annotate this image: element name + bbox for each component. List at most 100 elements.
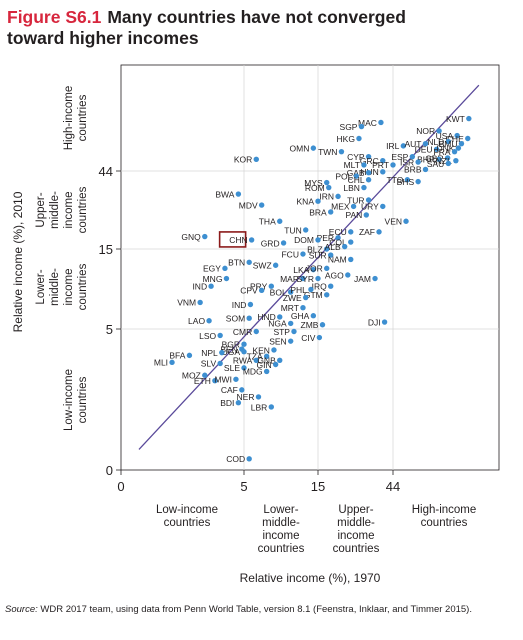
x-group-label: middle- — [262, 517, 300, 529]
x-group-label: Upper- — [338, 504, 373, 516]
point-label: ALB — [325, 242, 341, 252]
point-label: SWZ — [253, 261, 272, 271]
data-point — [465, 136, 470, 141]
point-label: URY — [361, 202, 379, 212]
data-point — [277, 358, 282, 363]
scatter-chart: 0 5 15 44051544Low-incomecountriesLower-mid… — [0, 0, 523, 600]
point-label: CMR — [233, 327, 252, 337]
data-point — [224, 276, 229, 281]
data-point — [273, 263, 278, 268]
source-lead: Source: — [5, 604, 38, 615]
x-group-label: countries — [421, 517, 468, 529]
data-point — [264, 369, 269, 374]
data-point — [380, 169, 385, 174]
data-point — [366, 177, 371, 182]
data-point — [311, 145, 316, 150]
point-label: BDI — [220, 398, 234, 408]
data-point — [345, 272, 350, 277]
point-label: SEN — [269, 336, 286, 346]
point-label: KNA — [297, 197, 315, 207]
data-point — [324, 180, 329, 185]
point-label: SAU — [427, 159, 444, 169]
y-group-label: income — [63, 268, 75, 305]
point-label: CAF — [221, 385, 238, 395]
point-label: GNQ — [181, 232, 201, 242]
data-point — [453, 158, 458, 163]
point-label: OMN — [290, 143, 310, 153]
y-group-label: Low-income — [63, 369, 75, 431]
point-label: LAO — [188, 316, 205, 326]
x-group-label: countries — [258, 543, 305, 555]
point-label: NPL — [201, 348, 218, 358]
point-label: ZAF — [359, 227, 375, 237]
data-point — [311, 313, 316, 318]
data-point — [300, 305, 305, 310]
point-label: BRB — [404, 165, 422, 175]
data-point — [335, 194, 340, 199]
point-label: BTN — [228, 258, 245, 268]
data-point — [246, 260, 251, 265]
data-point — [291, 329, 296, 334]
data-point — [241, 342, 246, 347]
point-label: MLI — [154, 358, 168, 368]
y-group-label: Lower- — [35, 269, 47, 304]
data-point — [320, 322, 325, 327]
data-point — [372, 276, 377, 281]
data-point — [348, 239, 353, 244]
point-label: PAN — [345, 210, 362, 220]
data-point — [403, 219, 408, 224]
data-point — [269, 404, 274, 409]
data-point — [271, 347, 276, 352]
x-axis-title: Relative income (%), 1970 — [240, 571, 381, 585]
data-point — [206, 318, 211, 323]
data-point — [339, 149, 344, 154]
point-label: THA — [259, 217, 276, 227]
point-label: NAM — [328, 255, 347, 265]
data-point — [259, 288, 264, 293]
data-point — [217, 361, 222, 366]
point-label: IRN — [319, 192, 334, 202]
point-label: HKG — [337, 134, 355, 144]
data-point — [187, 353, 192, 358]
data-point — [328, 209, 333, 214]
y-tick-label: 5 — [106, 322, 113, 337]
point-label: COD — [226, 454, 245, 464]
data-point — [217, 333, 222, 338]
point-label: VEN — [385, 217, 402, 227]
x-group-label: High-income — [412, 504, 477, 516]
y-group-label: Upper- — [35, 192, 47, 227]
x-tick-label: 0 — [117, 479, 124, 494]
point-label: LBN — [343, 183, 360, 193]
point-label: NOR — [416, 126, 435, 136]
data-point — [415, 179, 420, 184]
x-tick-label: 5 — [240, 479, 247, 494]
data-point — [446, 161, 451, 166]
source-text: WDR 2017 team, using data from Penn Worl… — [40, 604, 472, 615]
data-point — [348, 257, 353, 262]
y-group-label: middle- — [49, 191, 61, 229]
point-label: BRA — [309, 207, 327, 217]
data-point — [328, 283, 333, 288]
y-group-label: High-income — [63, 86, 75, 151]
point-label: BHS — [397, 177, 415, 187]
data-point — [317, 335, 322, 340]
x-group-label: income — [262, 530, 299, 542]
data-point — [300, 251, 305, 256]
data-point — [236, 191, 241, 196]
data-point — [208, 283, 213, 288]
data-point — [288, 321, 293, 326]
point-label: BWA — [215, 189, 234, 199]
data-point — [219, 350, 224, 355]
y-tick-label: 15 — [99, 242, 113, 257]
point-label: EGY — [203, 264, 221, 274]
x-group-label: Low-income — [156, 504, 218, 516]
y-group-label: countries — [77, 263, 89, 310]
point-label: MWI — [214, 375, 231, 385]
data-point — [202, 234, 207, 239]
point-label: AGO — [325, 270, 344, 280]
data-point — [324, 292, 329, 297]
data-point — [236, 400, 241, 405]
data-point — [376, 229, 381, 234]
data-point — [361, 185, 366, 190]
